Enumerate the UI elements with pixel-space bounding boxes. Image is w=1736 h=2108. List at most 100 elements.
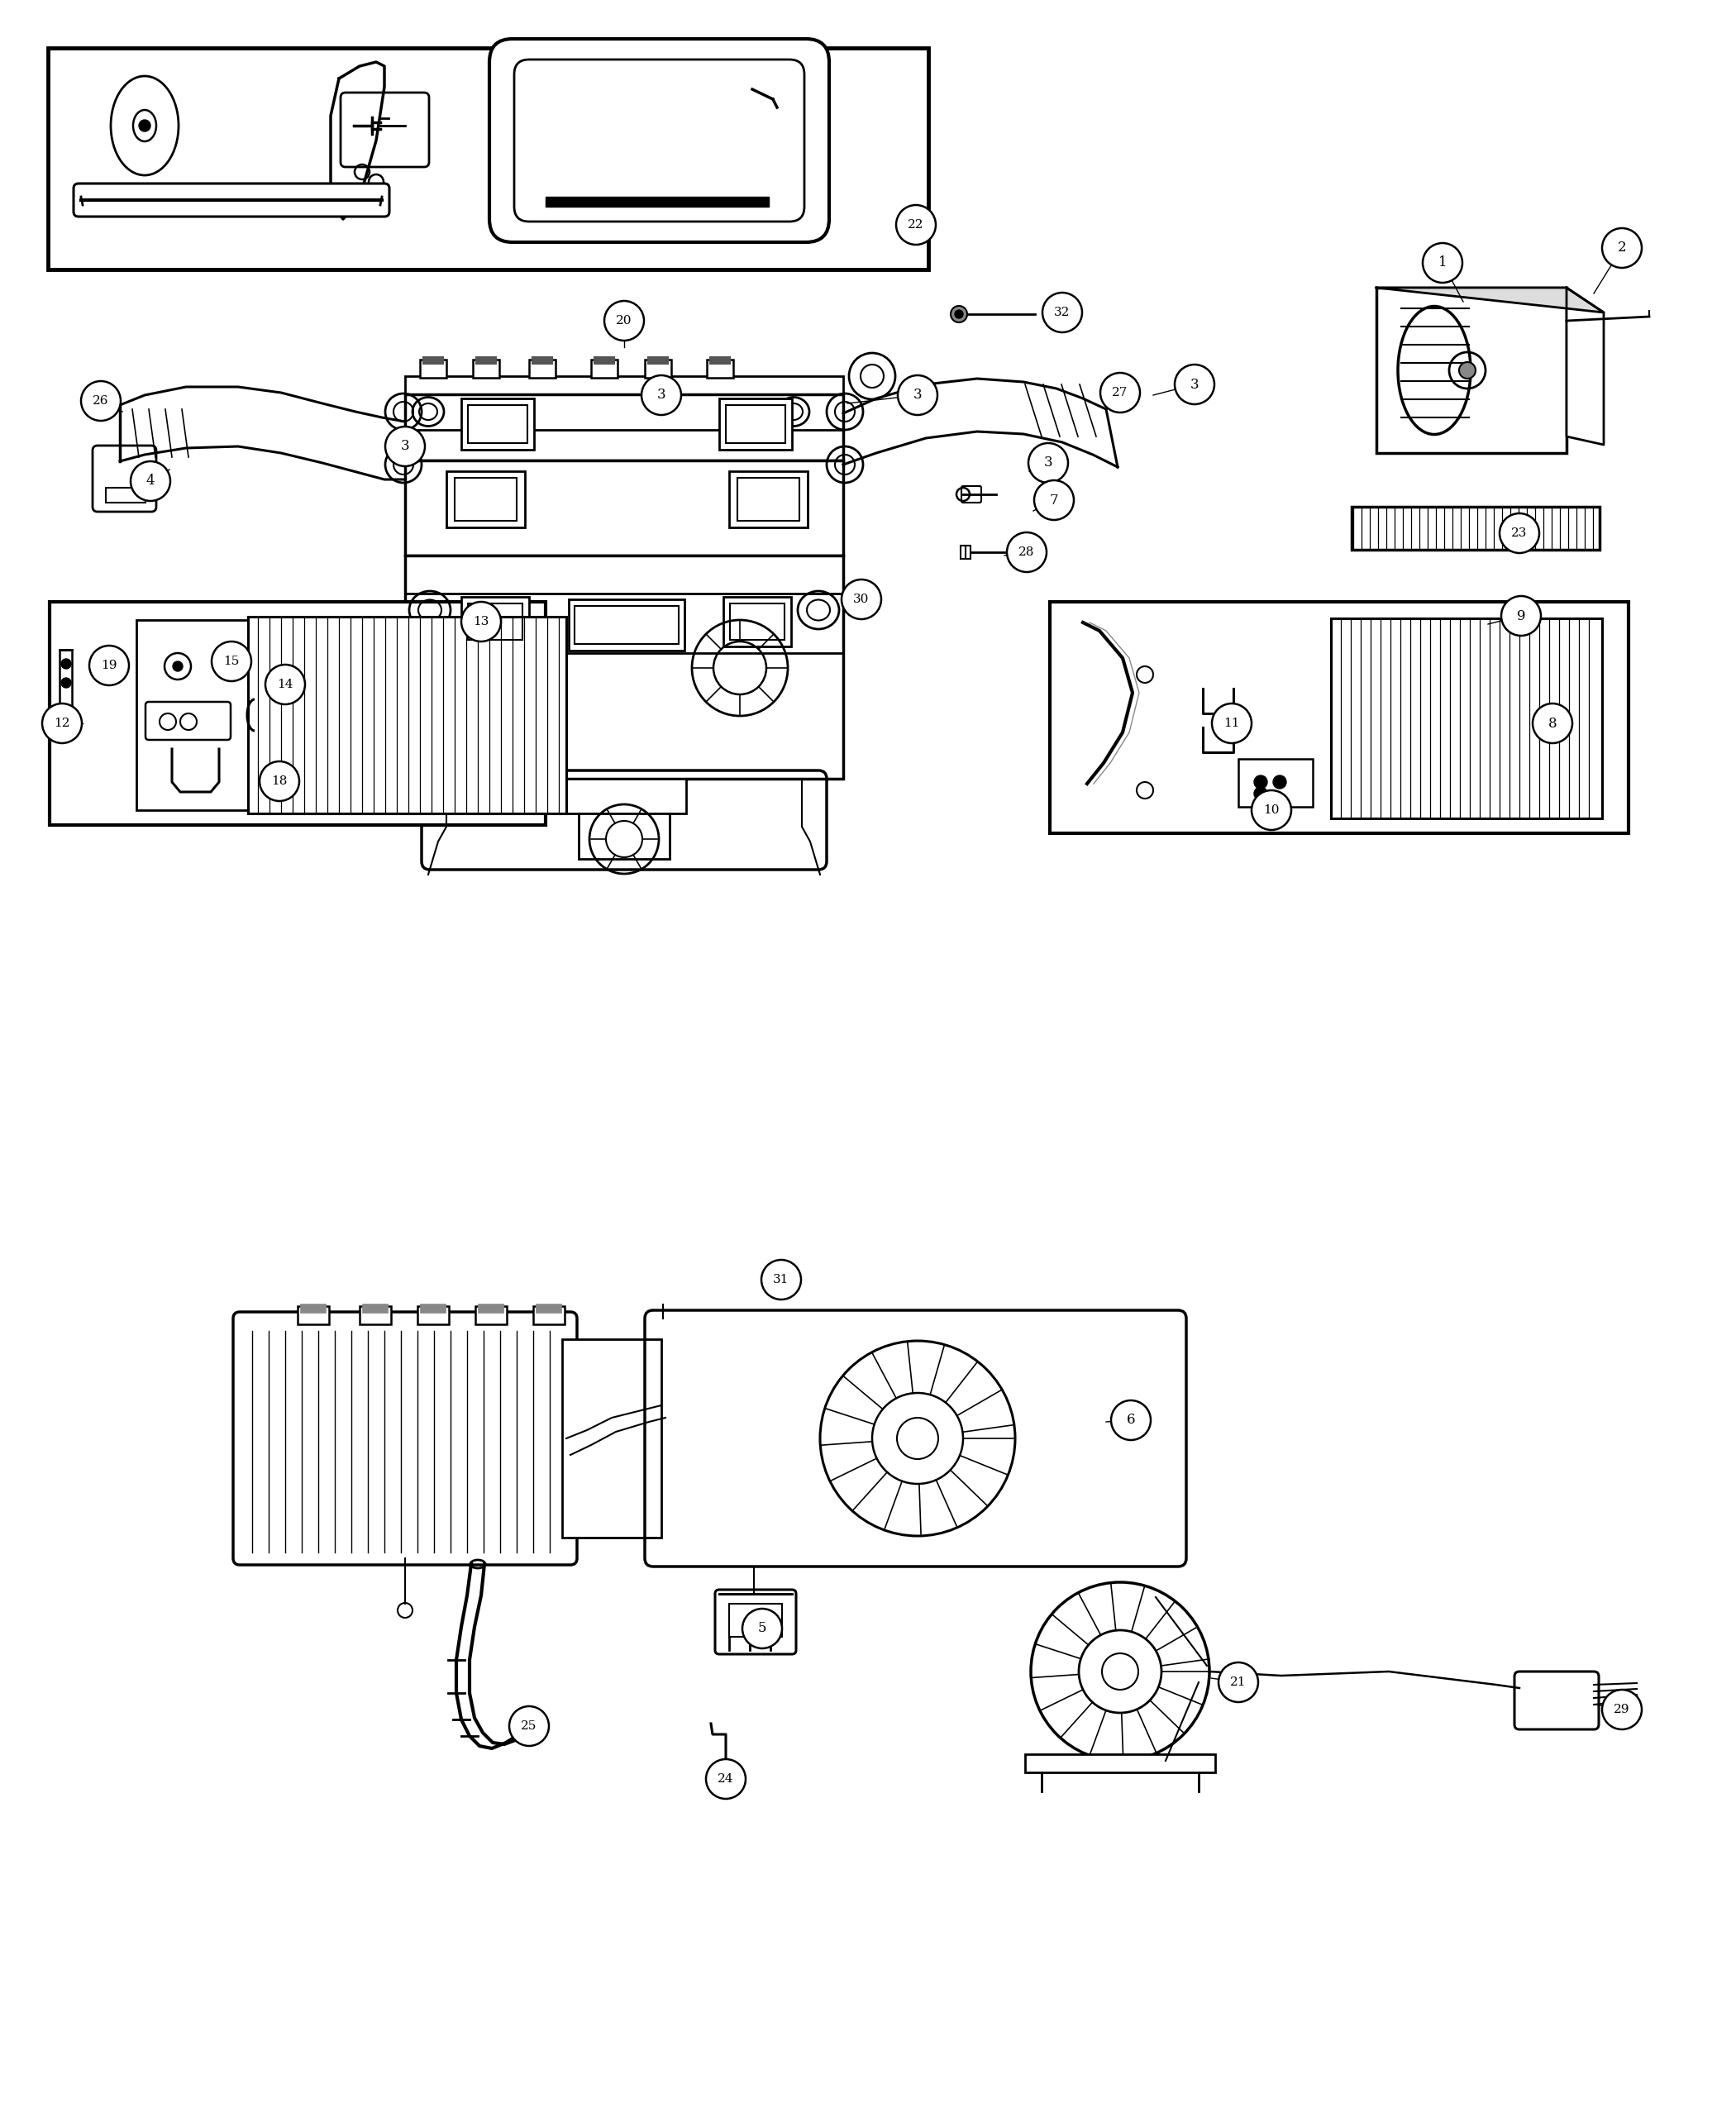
Circle shape <box>1500 514 1540 552</box>
Bar <box>710 1775 733 1785</box>
Circle shape <box>1102 1653 1139 1691</box>
Bar <box>420 360 446 377</box>
Bar <box>1050 601 1628 833</box>
Bar <box>137 620 318 809</box>
Bar <box>106 487 146 502</box>
Bar <box>590 360 618 377</box>
Circle shape <box>220 660 226 666</box>
Bar <box>594 356 615 365</box>
Circle shape <box>1101 373 1141 413</box>
Circle shape <box>896 204 936 245</box>
Circle shape <box>1602 228 1642 268</box>
Text: 1: 1 <box>1437 255 1446 270</box>
Circle shape <box>707 1760 746 1798</box>
Circle shape <box>1042 293 1082 333</box>
Circle shape <box>260 761 299 801</box>
Bar <box>476 356 496 365</box>
Circle shape <box>1035 481 1075 521</box>
Circle shape <box>604 301 644 341</box>
Text: 11: 11 <box>1224 717 1240 729</box>
Bar <box>446 472 524 527</box>
Circle shape <box>842 580 882 620</box>
Circle shape <box>174 662 182 670</box>
Text: 23: 23 <box>1512 527 1528 540</box>
FancyBboxPatch shape <box>490 38 830 242</box>
Circle shape <box>61 679 71 687</box>
Text: 3: 3 <box>1191 377 1200 392</box>
Circle shape <box>1602 1691 1642 1729</box>
Bar <box>300 1305 326 1313</box>
Text: 19: 19 <box>101 660 118 670</box>
Circle shape <box>743 1608 781 1648</box>
Text: 6: 6 <box>1127 1412 1135 1427</box>
Bar <box>738 479 799 521</box>
Text: 24: 24 <box>717 1773 734 1785</box>
Bar <box>724 597 792 647</box>
Bar <box>562 1339 661 1537</box>
Bar <box>575 605 679 643</box>
Circle shape <box>1111 1400 1151 1440</box>
Text: 3: 3 <box>656 388 665 403</box>
Bar <box>472 360 500 377</box>
Bar <box>729 472 807 527</box>
Circle shape <box>1533 704 1573 744</box>
Text: 29: 29 <box>1614 1703 1630 1716</box>
Bar <box>404 460 844 557</box>
Text: 9: 9 <box>1517 609 1526 622</box>
Bar <box>707 360 733 377</box>
Text: 13: 13 <box>474 616 490 628</box>
Text: 30: 30 <box>854 594 870 605</box>
Circle shape <box>82 382 122 422</box>
Text: 3: 3 <box>1043 455 1052 470</box>
Bar <box>404 394 844 460</box>
Text: 14: 14 <box>278 679 293 689</box>
Circle shape <box>898 375 937 415</box>
Polygon shape <box>1566 287 1604 445</box>
Bar <box>59 649 71 706</box>
Bar <box>420 1305 446 1313</box>
Text: 15: 15 <box>224 656 240 666</box>
Circle shape <box>1502 597 1542 637</box>
Text: 32: 32 <box>1054 306 1071 318</box>
Bar <box>49 48 929 270</box>
Text: 18: 18 <box>271 776 288 786</box>
Bar <box>1352 506 1599 550</box>
Text: 3: 3 <box>913 388 922 403</box>
Circle shape <box>1175 365 1215 405</box>
Text: 8: 8 <box>1549 717 1557 729</box>
Bar <box>726 405 785 443</box>
Bar <box>404 557 844 778</box>
Bar <box>562 778 686 814</box>
Circle shape <box>212 641 252 681</box>
Text: 26: 26 <box>92 394 109 407</box>
Text: 7: 7 <box>1050 493 1059 508</box>
Bar <box>479 1305 503 1313</box>
Circle shape <box>1212 704 1252 744</box>
Text: 25: 25 <box>521 1720 536 1733</box>
Bar <box>455 479 517 521</box>
Circle shape <box>762 1261 800 1299</box>
Circle shape <box>89 645 128 685</box>
Bar <box>424 356 443 365</box>
Circle shape <box>951 306 967 323</box>
Text: 3: 3 <box>401 438 410 453</box>
Bar <box>248 618 566 814</box>
Circle shape <box>1458 363 1476 379</box>
Circle shape <box>1007 533 1047 571</box>
Text: 5: 5 <box>759 1621 767 1636</box>
Bar <box>404 375 844 394</box>
Bar <box>533 1307 564 1324</box>
Text: 27: 27 <box>1113 388 1128 398</box>
Bar <box>545 196 769 207</box>
Bar <box>1024 1754 1215 1773</box>
Bar <box>536 1305 561 1313</box>
Bar <box>462 597 529 647</box>
Bar <box>469 405 528 443</box>
Text: 4: 4 <box>146 474 155 489</box>
Circle shape <box>385 426 425 466</box>
Circle shape <box>1028 443 1068 483</box>
Bar <box>1377 287 1566 453</box>
Bar <box>729 603 785 641</box>
Text: 21: 21 <box>1231 1676 1246 1689</box>
Bar <box>476 1307 507 1324</box>
